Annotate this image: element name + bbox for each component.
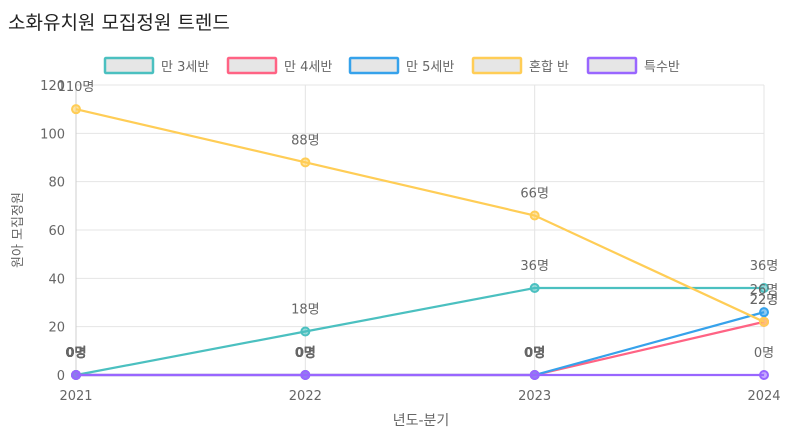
y-tick-label: 0 <box>57 369 65 384</box>
legend: 만 3세반 만 4세반 만 5세반 혼합 반 특수반 <box>103 56 680 75</box>
y-tick-label: 120 <box>40 79 65 94</box>
data-label: 36명 <box>520 259 549 274</box>
series-line <box>75 108 765 323</box>
legend-label: 만 5세반 <box>406 60 454 75</box>
x-tick-label: 2023 <box>518 389 551 404</box>
data-point[interactable] <box>759 316 769 327</box>
y-tick-label: 20 <box>48 321 65 336</box>
data-label: 26명 <box>750 283 779 298</box>
legend-label: 만 3세반 <box>161 60 209 75</box>
data-label: 0명 <box>295 345 316 361</box>
y-axis-label: 원아 모집정원 <box>11 192 26 268</box>
data-point[interactable] <box>529 370 540 380</box>
data-label: 66명 <box>520 187 549 202</box>
y-tick-label: 80 <box>48 176 65 191</box>
data-point[interactable] <box>71 370 81 380</box>
data-label: 0명 <box>524 345 545 361</box>
data-point[interactable] <box>300 370 311 380</box>
data-label: 0명 <box>295 345 316 361</box>
x-axis-ticks: 2021 2022 2023 2024 <box>59 389 780 404</box>
data-label: 36명 <box>750 259 779 274</box>
legend-item[interactable]: 만 5세반 <box>348 56 454 75</box>
legend-item[interactable]: 만 3세반 <box>103 56 209 75</box>
y-axis-ticks: 0 20 40 60 80 100 120 <box>40 79 65 384</box>
data-point[interactable] <box>71 104 81 115</box>
data-label: 0명 <box>524 345 545 361</box>
data-point[interactable] <box>300 157 311 168</box>
legend-label: 특수반 <box>644 60 680 75</box>
data-label: 0명 <box>65 345 86 361</box>
legend-swatch <box>586 56 638 75</box>
data-point[interactable] <box>529 283 540 293</box>
data-point[interactable] <box>300 326 311 337</box>
grid <box>75 84 765 376</box>
data-label: 22명 <box>750 293 779 308</box>
data-label: 110명 <box>58 80 95 95</box>
legend-swatch <box>103 56 155 75</box>
legend-item[interactable]: 혼합 반 <box>471 56 569 75</box>
series-line <box>76 311 765 377</box>
legend-swatch <box>471 56 523 75</box>
data-point[interactable] <box>759 307 769 318</box>
data-label: 0명 <box>295 345 316 361</box>
series-line <box>75 286 764 377</box>
data-label: 0명 <box>524 345 545 361</box>
data-label: 22명 <box>750 293 779 308</box>
data-label: 0명 <box>65 345 86 361</box>
legend-label: 혼합 반 <box>529 60 569 75</box>
series-group <box>71 104 769 380</box>
series-line <box>76 320 765 377</box>
y-tick-label: 100 <box>40 127 65 142</box>
data-point[interactable] <box>759 370 769 380</box>
legend-label: 만 4세반 <box>284 60 332 75</box>
x-tick-label: 2022 <box>289 389 322 404</box>
chart-title: 소화유치원 모집정원 트렌드 <box>8 12 230 34</box>
data-point[interactable] <box>759 283 769 293</box>
x-tick-label: 2024 <box>747 389 780 404</box>
data-label: 88명 <box>291 133 320 148</box>
x-tick-label: 2021 <box>59 389 92 404</box>
legend-item[interactable]: 만 4세반 <box>226 56 332 75</box>
data-label: 0명 <box>754 346 774 361</box>
y-tick-label: 60 <box>48 224 65 239</box>
y-tick-label: 40 <box>48 272 65 287</box>
data-label: 0명 <box>65 345 86 361</box>
legend-item[interactable]: 특수반 <box>586 56 680 75</box>
data-point[interactable] <box>529 210 540 221</box>
data-label: 18명 <box>291 303 320 318</box>
legend-swatch <box>226 56 278 75</box>
x-axis-label: 년도-분기 <box>393 413 450 429</box>
legend-swatch <box>348 56 400 75</box>
data-label: 0명 <box>65 345 86 361</box>
